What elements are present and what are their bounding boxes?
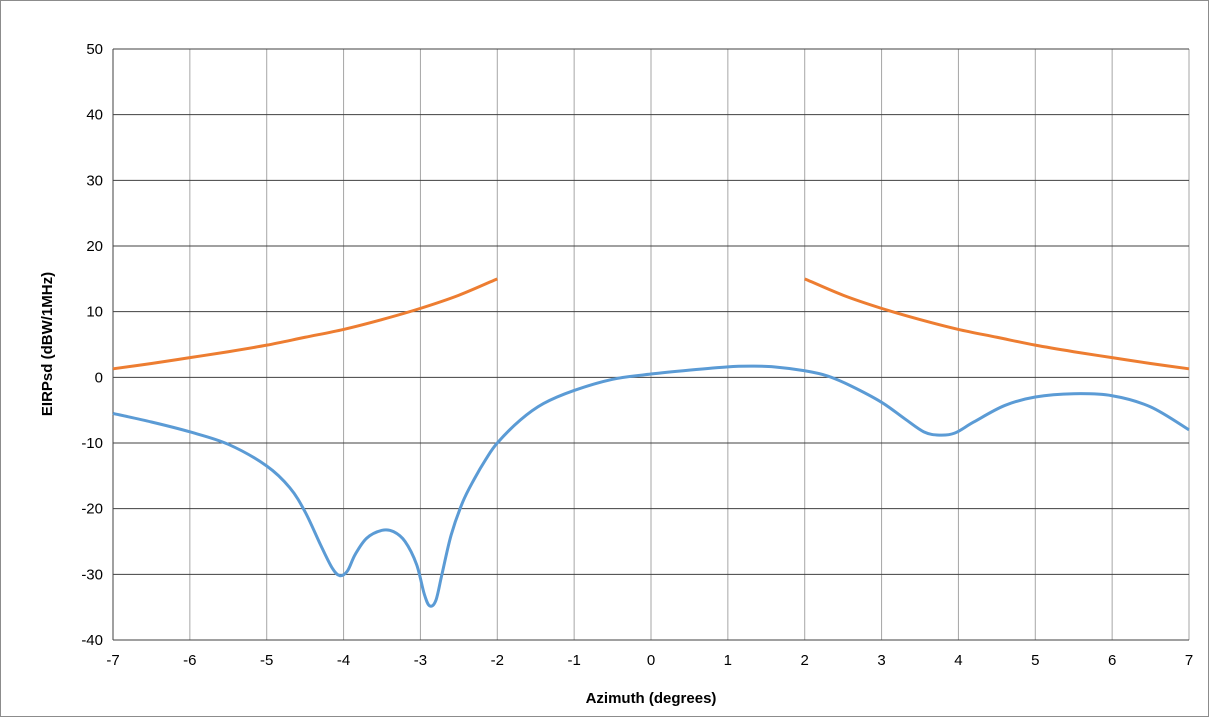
x-tick-label: 2 [801,652,809,669]
x-tick-label: -4 [337,652,350,669]
x-tick-label: 1 [724,652,732,669]
x-tick-label: 5 [1031,652,1039,669]
tick-labels: -7 -6 -5 -4 -3 -2 -1 0 1 2 3 4 5 6 7-40-30-20-10010203… [81,41,1193,669]
series-line-0 [112,364,1190,608]
x-tick-label: 0 [647,652,655,669]
y-tick-label: -20 [81,501,103,518]
y-tick-label: 0 [95,369,103,386]
y-tick-label: 30 [86,172,103,189]
y-tick-label: -10 [81,435,103,452]
x-axis-title: Azimuth (degrees) [586,690,717,707]
y-tick-label: 10 [86,304,103,321]
x-tick-label: 7 [1185,652,1193,669]
y-tick-label: 20 [86,238,103,255]
x-tick-label: -5 [260,652,273,669]
y-tick-label: -30 [81,566,103,583]
x-tick-label: -7 [106,652,119,669]
x-tick-label: -6 [183,652,196,669]
y-tick-label: 40 [86,107,103,124]
y-tick-label: -40 [81,632,103,649]
x-tick-label: 4 [954,652,962,669]
plot-series [112,277,1190,608]
y-tick-label: 50 [86,41,103,58]
x-tick-label: 6 [1108,652,1116,669]
x-tick-label: -1 [567,652,580,669]
grid [112,48,1190,641]
y-axis-title: EIRPsd (dBW/1MHz) [39,272,56,416]
series-line-1 [112,277,498,371]
x-tick-label: -2 [491,652,504,669]
x-tick-label: -3 [414,652,427,669]
x-tick-label: 3 [877,652,885,669]
series-line-2 [804,277,1190,371]
